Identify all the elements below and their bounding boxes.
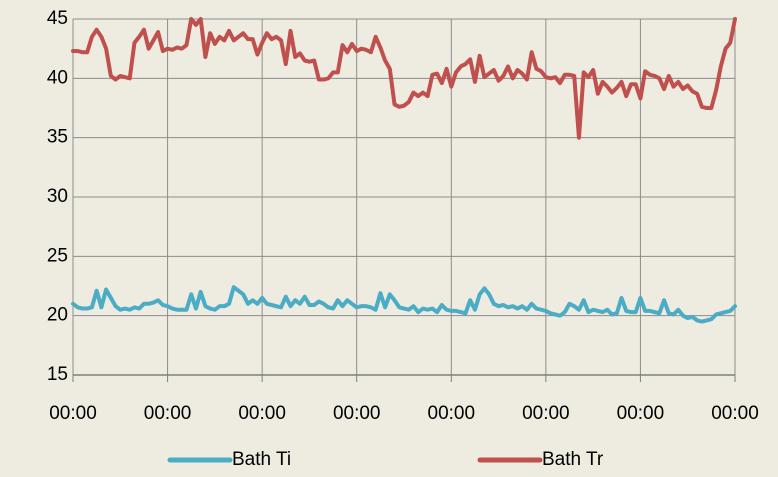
y-tick-label: 25 (47, 245, 68, 266)
x-tick-label: 00:00 (49, 403, 97, 424)
series-line (71, 285, 737, 324)
x-tick-label: 00:00 (617, 403, 665, 424)
y-tick-label: 30 (47, 186, 68, 207)
x-tick-label: 00:00 (428, 403, 476, 424)
x-tick-label: 00:00 (238, 403, 286, 424)
x-tick-label: 00:00 (333, 403, 381, 424)
y-tick-label: 40 (47, 67, 68, 88)
y-tick-label: 15 (47, 364, 68, 385)
series-line (71, 17, 737, 140)
x-tick-label: 00:00 (144, 403, 192, 424)
legend-label: Bath Tr (542, 449, 604, 470)
y-tick-label: 20 (47, 305, 68, 326)
y-tick-label: 45 (47, 8, 68, 29)
y-tick-label: 35 (47, 127, 68, 148)
legend-label: Bath Ti (232, 449, 291, 470)
x-tick-label: 00:00 (522, 403, 570, 424)
x-tick-label: 00:00 (711, 403, 759, 424)
